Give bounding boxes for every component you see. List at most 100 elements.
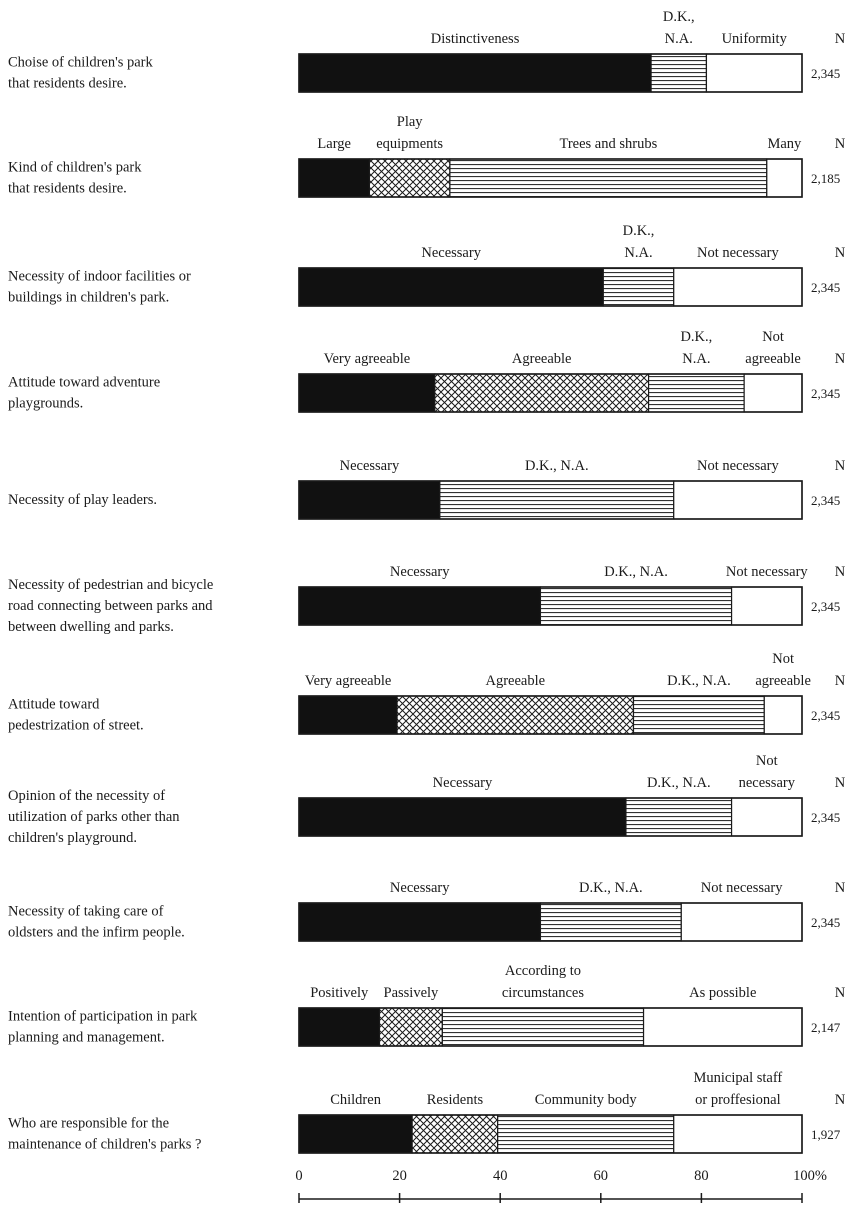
segment-label-line: According to [505, 963, 581, 979]
bar-segment [298, 480, 441, 520]
chart-row: Choise of children's park that residents … [8, 9, 846, 93]
bar-segment [673, 1114, 803, 1154]
bar-segment [298, 695, 398, 735]
chart-row: Attitude toward pedestrization of street.… [8, 651, 846, 735]
bar-segment [449, 158, 768, 198]
segment-label-line: Not necessary [726, 564, 808, 580]
n-value: 1,927 [811, 1127, 841, 1142]
bar-segment [730, 797, 803, 837]
bar-segment [298, 797, 627, 837]
x-tick-label: 80 [694, 1168, 709, 1184]
bar-outline [298, 586, 803, 626]
question-label: Intention of participation in park planni… [8, 1009, 198, 1046]
segment-label-line: As possible [689, 985, 756, 1001]
n-value: 2,345 [811, 915, 840, 930]
question-label-line: Opinion of the necessity of [8, 788, 165, 804]
bar-segment [602, 267, 675, 307]
segment-label-line: D.K., [680, 329, 712, 345]
question-label: Necessity of taking care of oldsters and … [8, 904, 185, 941]
chart-row: Attitude toward adventure playgrounds. Ver… [8, 329, 846, 413]
segment-label: D.K., N.A. [647, 775, 711, 791]
segment-label-line: D.K., [663, 9, 695, 25]
bar-segment [434, 373, 650, 413]
question-label-line: maintenance of children's parks ? [8, 1137, 201, 1153]
segment-label-line: agreeable [745, 351, 801, 367]
question-label-line: Intention of participation in park [8, 1009, 198, 1025]
n-value: 2,185 [811, 171, 840, 186]
n-value: 2,345 [811, 66, 840, 81]
n-header: N [835, 673, 846, 689]
bar-segment [368, 158, 451, 198]
chart-row: Kind of children's park that residents de… [8, 114, 846, 198]
n-header: N [835, 351, 846, 367]
bar-outline [298, 158, 803, 198]
segment-label-line: circumstances [502, 985, 584, 1001]
bar-outline [298, 267, 803, 307]
n-value: 2,147 [811, 1020, 841, 1035]
segment-label: Necessary [421, 245, 481, 261]
bar-outline [298, 695, 803, 735]
segment-label: Many [767, 136, 802, 152]
question-label: Choise of children's park that residents … [8, 55, 154, 92]
question-label-line: Who are responsible for the [8, 1116, 169, 1132]
segment-label-line: D.K., N.A. [667, 673, 731, 689]
x-tick-label: 20 [392, 1168, 407, 1184]
segment-label-line: Agreeable [512, 351, 572, 367]
segment-label-line: Necessary [433, 775, 493, 791]
segment-label: Necessary [390, 564, 450, 580]
segment-label-line: Not necessary [697, 458, 779, 474]
question-label-line: oldsters and the infirm people. [8, 925, 185, 941]
question-label: Attitude toward pedestrization of street. [8, 697, 144, 734]
bar-segment [766, 158, 803, 198]
chart-rows: Choise of children's park that residents … [8, 9, 846, 1154]
segment-label-line: equipments [376, 136, 443, 152]
bar-segment [298, 1007, 381, 1047]
bar-segment [378, 1007, 443, 1047]
question-label-line: road connecting between parks and [8, 598, 213, 614]
question-label-line: Necessity of play leaders. [8, 492, 157, 508]
segment-label: Not necessary [697, 458, 779, 474]
segment-label: According to circumstances [502, 963, 584, 1001]
x-tick-label: 40 [493, 1168, 508, 1184]
segment-label-line: N.A. [682, 351, 710, 367]
segment-label-line: Trees and shrubs [559, 136, 657, 152]
segment-label-line: Many [767, 136, 802, 152]
chart-row: Who are responsible for the maintenance o… [8, 1070, 846, 1154]
segment-label: Children [330, 1092, 381, 1108]
bar-segment [680, 902, 803, 942]
segment-label-line: necessary [739, 775, 796, 791]
question-label-line: Necessity of indoor facilities or [8, 269, 191, 285]
question-label-line: Necessity of pedestrian and bicycle [8, 577, 213, 593]
segment-label: Agreeable [486, 673, 546, 689]
question-label-line: utilization of parks other than [8, 809, 180, 825]
x-tick-label: 100% [793, 1168, 827, 1184]
segment-label-line: agreeable [755, 673, 811, 689]
segment-label: Uniformity [722, 31, 788, 47]
bar-outline [298, 1007, 803, 1047]
segment-label-line: Positively [310, 985, 369, 1001]
segment-label-line: D.K., [623, 223, 655, 239]
question-label-line: buildings in children's park. [8, 290, 169, 306]
bar-segment [298, 586, 542, 626]
segment-label-line: Necessary [390, 880, 450, 896]
segment-label: Necessary [340, 458, 400, 474]
segment-label-line: Municipal staff [694, 1070, 783, 1086]
bar-outline [298, 53, 803, 93]
segment-label: D.K., N.A. [680, 329, 712, 367]
bar-outline [298, 797, 803, 837]
bar-segment [632, 695, 765, 735]
chart-row: Necessity of play leaders. Necessary D.K.,… [8, 458, 846, 520]
segment-label: Necessary [390, 880, 450, 896]
bar-outline [298, 373, 803, 413]
segment-label-line: or proffesional [695, 1092, 781, 1108]
n-value: 2,345 [811, 599, 840, 614]
segment-label-line: Not necessary [697, 245, 779, 261]
chart-row: Intention of participation in park planni… [8, 963, 846, 1047]
segment-label: Passively [384, 985, 440, 1001]
bar-segment [298, 158, 371, 198]
segment-label-line: Children [330, 1092, 381, 1108]
bar-segment [650, 53, 708, 93]
bar-segment [539, 586, 733, 626]
n-value: 2,345 [811, 810, 840, 825]
segment-label: D.K., N.A. [579, 880, 643, 896]
